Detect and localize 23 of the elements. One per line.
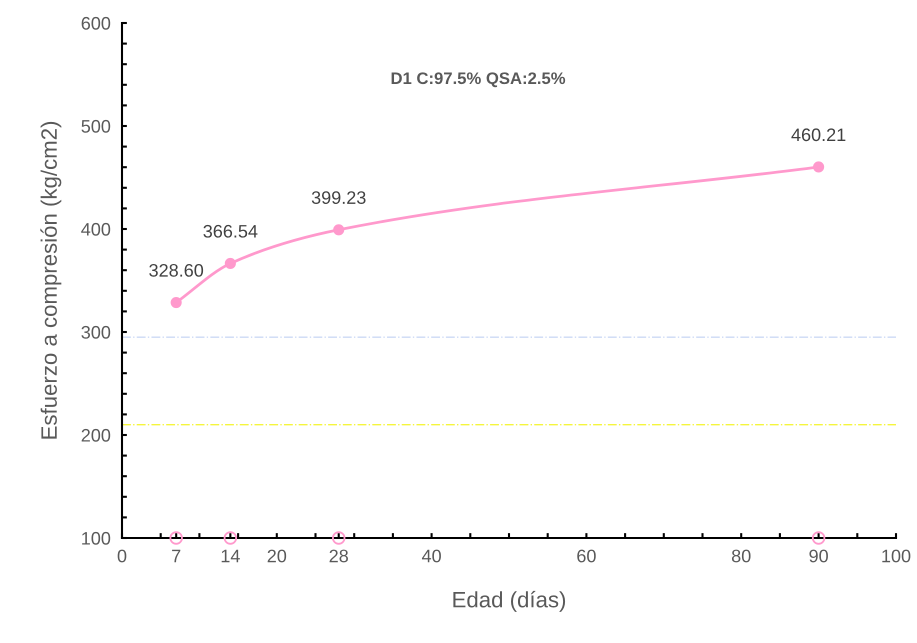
- data-label: 460.21: [791, 128, 846, 142]
- x-tick-label: 0: [118, 550, 126, 562]
- x-tick-label: 20: [268, 550, 286, 562]
- x-tick-label: 100: [882, 550, 910, 562]
- y-tick-label: 400: [81, 222, 110, 236]
- data-label: 399.23: [312, 191, 366, 204]
- text: D1 C:97.5% QSA:2.5%: [392, 72, 566, 88]
- x-tick-label: 14: [222, 550, 240, 562]
- x-tick-label: 28: [330, 550, 348, 562]
- x-tick-label: 7: [172, 550, 180, 562]
- y-tick-label: 500: [81, 120, 110, 133]
- y-tick-label: 600: [82, 16, 110, 30]
- x-tick-label: 60: [577, 550, 596, 562]
- x-axis-title: Edad (días): [453, 590, 566, 612]
- x-tick-label: 40: [422, 550, 441, 562]
- x-tick-label: 90: [809, 550, 828, 562]
- y-axis-title: Esfuerzo a compresión (kg/cm2): [40, 122, 62, 439]
- y-tick-label: 300: [81, 326, 110, 339]
- data-label: 366.54: [203, 224, 258, 238]
- x-tick-label: 80: [732, 550, 751, 562]
- data-label: 328.60: [149, 264, 204, 277]
- y-tick-label: 200: [82, 428, 110, 442]
- y-tick-label: 100: [82, 532, 110, 545]
